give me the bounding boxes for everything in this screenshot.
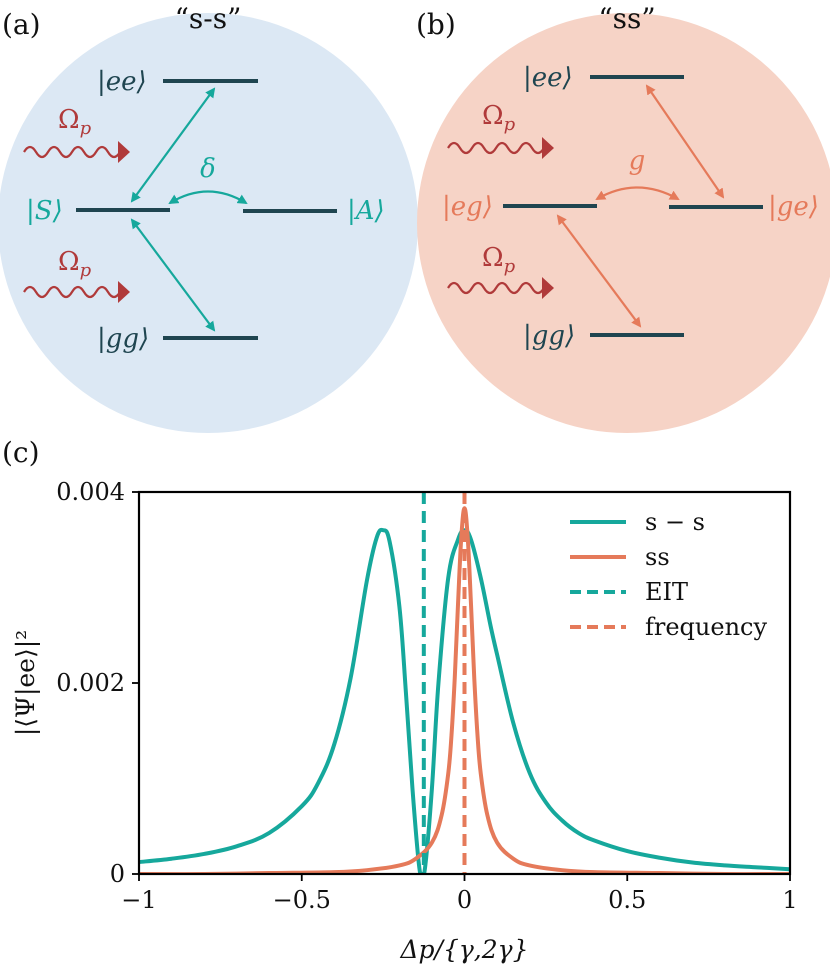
transition-arrow-upper-b bbox=[645, 84, 725, 199]
series-line-s-s bbox=[139, 527, 790, 874]
panel-a: (a) “s-s” |ee⟩ |S⟩ |A⟩ |gg⟩ δ Ωp Ωp bbox=[0, 2, 418, 433]
transition-arrow-upper-a bbox=[130, 87, 216, 203]
series-line-ss bbox=[139, 506, 790, 874]
panel-a-letter: (a) bbox=[2, 8, 41, 41]
drive-label-b-bottom: Ωp bbox=[482, 243, 516, 277]
panel-b: (b) “ss” |ee⟩ |eg⟩ |ge⟩ |gg⟩ g Ωp Ωp bbox=[416, 2, 830, 433]
drive-arrowhead-icon-a-top bbox=[118, 141, 130, 163]
drive-label-a-bottom: Ωp bbox=[58, 247, 92, 281]
drive-label-a-top: Ωp bbox=[58, 105, 92, 139]
panel-b-title: “ss” bbox=[598, 2, 655, 35]
drive-wave-icon-a-bottom bbox=[23, 285, 121, 299]
drive-arrowhead-icon-b-top bbox=[542, 137, 554, 159]
y-tick-label: 0.004 bbox=[56, 478, 125, 506]
x-tick-label: −1 bbox=[121, 886, 156, 914]
coupling-label-b: g bbox=[629, 146, 646, 176]
legend-label: s − s bbox=[645, 508, 705, 536]
state-ge: |ge⟩ bbox=[768, 192, 819, 222]
x-tick-label: 1 bbox=[782, 886, 797, 914]
drive-arrowhead-icon-a-bottom bbox=[118, 281, 130, 303]
state-gg-a: |gg⟩ bbox=[97, 324, 149, 354]
legend-label: frequency bbox=[645, 613, 767, 641]
panel-c: (c) −1 −0.5 0 0.5 1 0 0.002 0.004 Δp/{γ,2γ} |⟨Ψ|e… bbox=[2, 436, 798, 964]
legend-label: EIT bbox=[645, 578, 688, 606]
drive-wave-icon-b-bottom bbox=[447, 281, 545, 295]
coupling-label-a: δ bbox=[200, 154, 216, 184]
y-tick-label: 0.002 bbox=[56, 669, 125, 697]
panel-c-letter: (c) bbox=[2, 436, 40, 469]
transition-arrow-lower-a bbox=[130, 218, 216, 332]
state-ee-a: |ee⟩ bbox=[97, 67, 147, 97]
state-S: |S⟩ bbox=[26, 196, 63, 226]
state-A: |A⟩ bbox=[347, 196, 385, 226]
chart: −1 −0.5 0 0.5 1 0 0.002 0.004 Δp/{γ,2γ} |⟨Ψ|ee⟩|²… bbox=[11, 478, 798, 964]
panel-b-letter: (b) bbox=[416, 8, 456, 41]
coupling-arrow-a bbox=[168, 190, 248, 205]
x-axis-label: Δp/{γ,2γ} bbox=[399, 935, 528, 964]
state-gg-b: |gg⟩ bbox=[523, 321, 575, 351]
y-axis-label: |⟨Ψ|ee⟩|² bbox=[11, 630, 41, 736]
transition-arrow-lower-b bbox=[556, 214, 642, 328]
x-tick-label: −0.5 bbox=[273, 886, 331, 914]
legend-label: ss bbox=[645, 543, 670, 571]
coupling-arrow-b bbox=[595, 186, 680, 200]
y-tick-label: 0 bbox=[110, 860, 125, 888]
drive-wave-icon-a-top bbox=[23, 145, 121, 159]
state-eg: |eg⟩ bbox=[442, 192, 493, 222]
x-tick-label: 0.5 bbox=[608, 886, 646, 914]
drive-wave-icon-b-top bbox=[447, 141, 545, 155]
state-ee-b: |ee⟩ bbox=[523, 63, 573, 93]
drive-label-b-top: Ωp bbox=[482, 101, 516, 135]
drive-arrowhead-icon-b-bottom bbox=[542, 277, 554, 299]
x-tick-label: 0 bbox=[457, 886, 472, 914]
panel-a-title: “s-s” bbox=[175, 2, 242, 35]
plot-area bbox=[139, 492, 790, 874]
